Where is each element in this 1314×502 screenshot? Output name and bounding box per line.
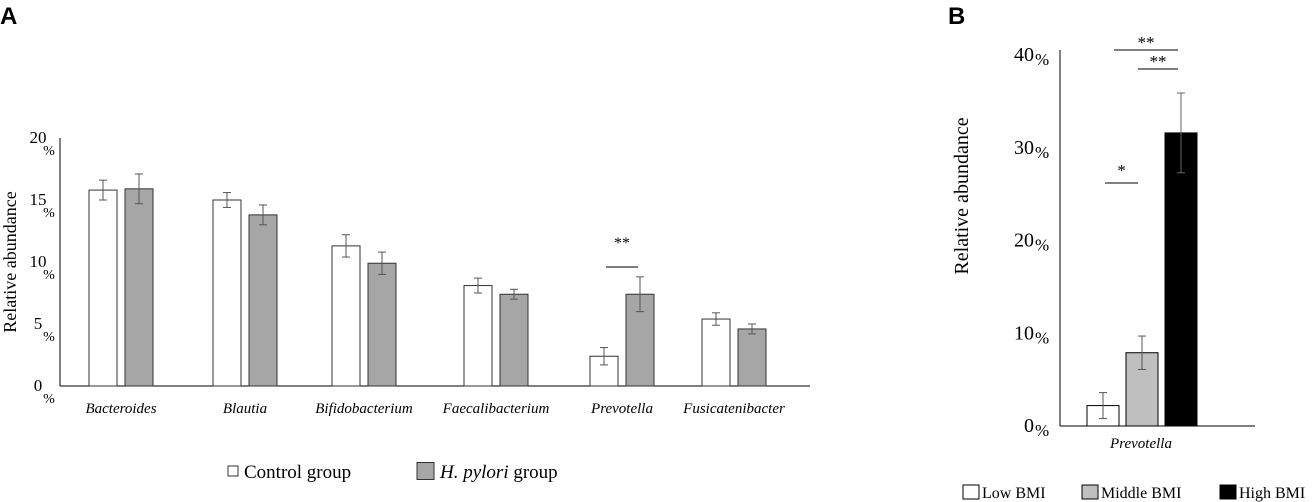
y-tick-label: 20	[1014, 230, 1034, 252]
y-tick-label: 15	[30, 190, 47, 209]
bar	[88, 189, 118, 387]
bar	[737, 328, 767, 387]
bar	[367, 262, 397, 387]
panel-a-letter: A	[0, 3, 17, 30]
y-tick-unit: %	[1035, 50, 1049, 69]
bar	[248, 214, 278, 387]
y-tick-unit: %	[43, 268, 55, 283]
legend-label: Control group	[244, 462, 351, 483]
y-tick-unit: %	[43, 144, 55, 159]
y-tick-label: 5	[34, 314, 43, 333]
y-tick-label: 30	[1014, 137, 1034, 159]
y-tick-unit: %	[1035, 236, 1049, 255]
x-tick-label: Bacteroides	[85, 401, 156, 417]
legend-swatch	[1081, 484, 1099, 500]
y-tick-label: 10	[30, 252, 47, 271]
y-tick-unit: %	[1035, 143, 1049, 162]
x-tick-label: Prevotella	[1109, 436, 1172, 452]
panel-b-letter: B	[948, 3, 965, 30]
bar	[212, 199, 242, 387]
x-tick-label: Bifidobacterium	[315, 401, 413, 417]
legend-swatch	[962, 484, 980, 500]
y-axis-label: Relative abundance	[951, 117, 973, 274]
y-tick-label: 40	[1014, 44, 1034, 66]
y-tick-unit: %	[1035, 421, 1049, 440]
bar	[701, 318, 731, 387]
significance-marker: **	[1138, 33, 1155, 52]
x-tick-label: Fusicatenibacter	[682, 401, 785, 417]
x-tick-label: Faecalibacterium	[442, 401, 550, 417]
legend-label: High BMI	[1239, 485, 1305, 502]
significance-marker: **	[614, 235, 630, 252]
y-axis-label: Relative abundance	[0, 191, 20, 332]
x-tick-label: Prevotella	[590, 401, 653, 417]
y-tick-label: 20	[30, 128, 47, 147]
bar	[124, 188, 154, 387]
panel-a-chart: 0%5%10%15%20%Relative abundanceBacteroid…	[0, 128, 810, 483]
legend-swatch	[227, 465, 239, 477]
y-tick-label: 0	[1024, 415, 1034, 437]
y-tick-unit: %	[43, 206, 55, 221]
y-tick-unit: %	[43, 392, 55, 407]
y-tick-label: 10	[1014, 322, 1034, 344]
legend-swatch	[416, 462, 435, 480]
legend-label-italic: H. pylori	[439, 462, 509, 483]
y-tick-unit: %	[1035, 328, 1049, 347]
legend-label: Low BMI	[982, 485, 1046, 502]
y-tick-unit: %	[43, 330, 55, 345]
bar	[331, 245, 361, 387]
panel-b-chart: 0 %10 %20 %30 %40 %Relative abundancePrevotel…	[951, 33, 1305, 502]
significance-marker: **	[1150, 52, 1167, 71]
significance-marker: *	[1117, 161, 1126, 180]
legend-label-rest: group	[509, 462, 558, 483]
x-tick-label: Blautia	[223, 401, 267, 417]
legend-swatch	[1219, 484, 1237, 500]
bar	[463, 285, 493, 387]
legend-label: Middle BMI	[1101, 485, 1181, 502]
bar	[1164, 132, 1198, 427]
bar	[499, 293, 529, 387]
y-tick-label: 0	[34, 376, 43, 395]
legend-label: H. pylori group	[439, 462, 558, 483]
